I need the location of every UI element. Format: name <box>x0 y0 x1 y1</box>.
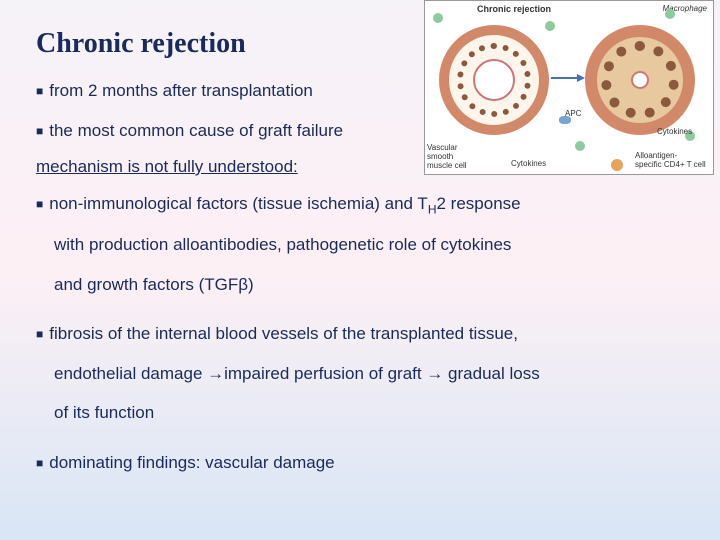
figure-label-apc: APC <box>565 109 581 118</box>
bullet-continuation: with production alloantibodies, pathogen… <box>36 232 684 258</box>
bullet-marker: ■ <box>36 195 43 213</box>
cell-dot <box>433 13 443 23</box>
bullet-marker: ■ <box>36 82 43 100</box>
bullet-item: ■ fibrosis of the internal blood vessels… <box>36 321 684 347</box>
figure-label-alloag2: specific CD4+ T cell <box>635 160 706 169</box>
bullet-marker: ■ <box>36 122 43 140</box>
cell-dot <box>545 21 555 31</box>
figure-label-vsmc: muscle cell <box>427 161 467 170</box>
chronic-rejection-figure: Chronic rejection Macrophage APC Vascula… <box>424 0 714 175</box>
cell-dot <box>575 141 585 151</box>
bullet-marker: ■ <box>36 454 43 472</box>
figure-label-cytokines: Cytokines <box>511 159 546 168</box>
bullet-text: from 2 months after transplantation <box>49 78 313 104</box>
bullet-continuation: and growth factors (TGFβ) <box>36 272 684 298</box>
bullet-text: dominating findings: vascular damage <box>49 450 334 476</box>
bullet-marker: ■ <box>36 325 43 343</box>
bullet-item: ■ non-immunological factors (tissue isch… <box>36 191 684 218</box>
tcell <box>611 159 623 171</box>
bullet-continuation: endothelial damage →impaired perfusion o… <box>36 361 684 387</box>
figure-title: Chronic rejection <box>477 4 551 14</box>
bullet-item: ■ dominating findings: vascular damage <box>36 450 684 476</box>
bullet-continuation: of its function <box>36 400 684 426</box>
figure-label-alloag1: Alloantigen- <box>635 151 677 160</box>
bullet-text: the most common cause of graft failure <box>49 118 343 144</box>
figure-label-vsmc: Vascular <box>427 143 458 152</box>
bullet-text: non-immunological factors (tissue ischem… <box>49 191 520 218</box>
arrow-head-icon <box>577 74 585 82</box>
figure-label-cytokines2: Cytokines <box>657 127 692 136</box>
vessel-left-lumen <box>473 59 515 101</box>
figure-label-vsmc: smooth <box>427 152 453 161</box>
bullet-text: fibrosis of the internal blood vessels o… <box>49 321 518 347</box>
arrow-icon <box>551 77 579 79</box>
vessel-right-lumen <box>631 71 649 89</box>
cell-dot <box>665 9 675 19</box>
